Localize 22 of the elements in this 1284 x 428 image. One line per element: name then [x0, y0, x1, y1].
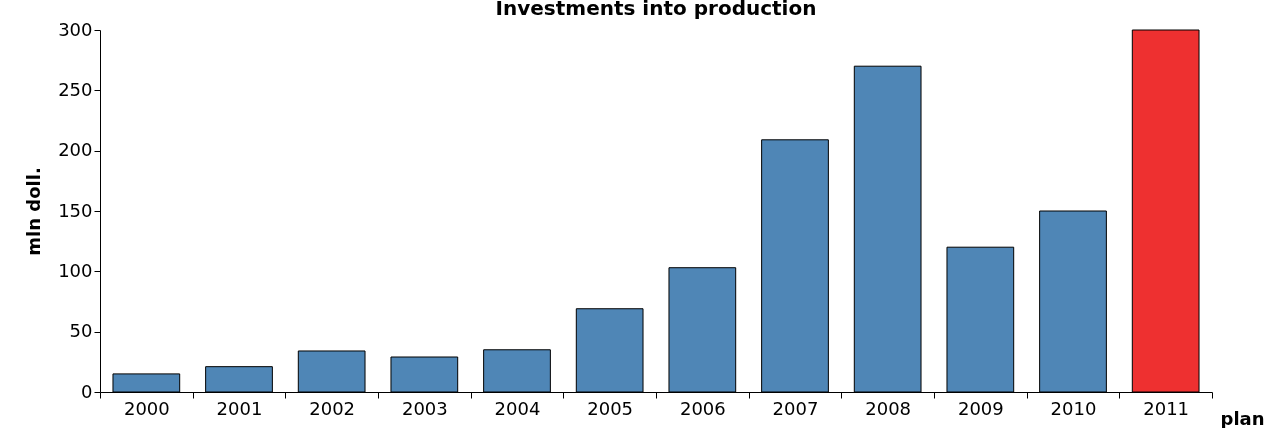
y-tick-label: 300 — [58, 18, 93, 40]
x-tick-label: 2010 — [1050, 397, 1097, 419]
x-tick-label: 2005 — [587, 397, 634, 419]
y-tick-label: 200 — [58, 139, 93, 161]
y-tick-label: 50 — [69, 320, 93, 342]
x-tick-label: 2001 — [216, 397, 263, 419]
y-tick-label: 250 — [58, 78, 93, 100]
chart-title: Investments into production — [495, 0, 817, 20]
x-tick-label: 2009 — [957, 397, 1004, 419]
x-tick-label: 2003 — [401, 397, 448, 419]
y-axis-title: mln doll. — [23, 167, 45, 256]
y-tick-label: 0 — [81, 380, 93, 402]
x-axis-title: plan — [1220, 407, 1265, 428]
y-tick-label: 100 — [58, 259, 93, 281]
x-tick-label: 2008 — [865, 397, 912, 419]
x-tick-label: 2007 — [772, 397, 819, 419]
x-tick-label: 2006 — [679, 397, 726, 419]
y-tick-label: 150 — [58, 199, 93, 221]
x-tick-label: 2011 — [1143, 397, 1190, 419]
x-tick-label: 2004 — [494, 397, 541, 419]
x-tick-label: 2000 — [123, 397, 170, 419]
x-tick-label: 2002 — [309, 397, 356, 419]
